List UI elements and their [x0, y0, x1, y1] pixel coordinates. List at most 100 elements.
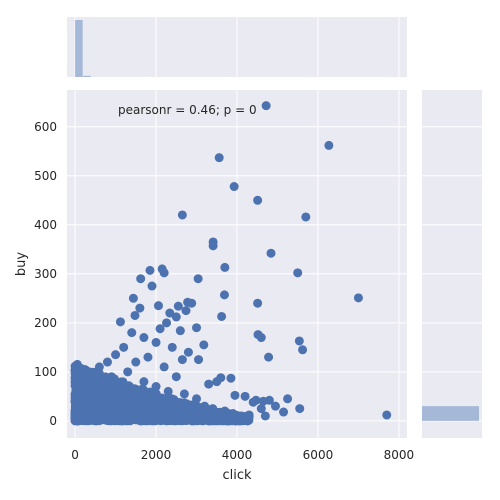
scatter-point [192, 394, 202, 404]
scatter-point [298, 345, 308, 355]
scatter-point [212, 377, 222, 387]
y-tick-label: 100 [34, 365, 57, 379]
scatter-point [179, 389, 189, 399]
scatter-point [128, 293, 138, 303]
cluster-point [73, 395, 83, 405]
cluster-point [91, 413, 101, 423]
scatter-point [217, 311, 227, 321]
marginal-y-grid [422, 126, 482, 422]
cluster-point [147, 416, 157, 426]
scatter-point [139, 377, 149, 387]
scatter-point [253, 298, 263, 308]
scatter-points [94, 101, 392, 421]
scatter-point [167, 342, 177, 352]
scatter-point [151, 337, 161, 347]
scatter-point [181, 306, 191, 316]
cluster-point [70, 364, 80, 374]
cluster-point [159, 414, 169, 424]
scatter-point [119, 342, 129, 352]
y-tick-label: 0 [49, 414, 57, 428]
scatter-point [353, 293, 363, 303]
marginal-x-bar [75, 20, 83, 77]
scatter-point [226, 373, 236, 383]
scatter-point [131, 357, 141, 367]
marginal-y-panel [422, 90, 482, 438]
scatter-point [382, 410, 392, 420]
x-tick-label: 2000 [141, 448, 172, 462]
dense-cluster [70, 359, 254, 426]
scatter-point [294, 336, 304, 346]
scatter-point [173, 301, 183, 311]
x-tick-label: 0 [71, 448, 79, 462]
cluster-point [137, 398, 147, 408]
scatter-point [193, 274, 203, 284]
cluster-point [174, 401, 184, 411]
x-tick-label: 8000 [384, 448, 415, 462]
scatter-point [177, 210, 187, 220]
scatter-point [236, 411, 246, 421]
scatter-point [155, 324, 165, 334]
cluster-point [127, 396, 137, 406]
cluster-point [84, 391, 94, 401]
marginal-y-bars [422, 406, 479, 421]
scatter-point [256, 333, 266, 343]
cluster-point [149, 400, 159, 410]
scatter-point [175, 326, 185, 336]
main-panel: pearsonr = 0.46; p = 0 [67, 90, 407, 438]
scatter-point [163, 386, 173, 396]
scatter-point [135, 303, 145, 313]
cluster-point [81, 404, 91, 414]
x-tick-label: 6000 [303, 448, 334, 462]
scatter-point [171, 372, 181, 382]
scatter-point [253, 195, 263, 205]
scatter-point [220, 406, 230, 416]
cluster-point [145, 408, 155, 418]
scatter-point [136, 274, 146, 284]
scatter-point [177, 355, 187, 365]
y-tick-label: 300 [34, 267, 57, 281]
scatter-point [187, 298, 197, 308]
scatter-point [194, 355, 204, 365]
cluster-point [89, 374, 99, 384]
scatter-point [147, 281, 157, 291]
scatter-point [151, 382, 161, 392]
x-tick-label: 4000 [222, 448, 253, 462]
scatter-point [183, 347, 193, 357]
cluster-point [80, 373, 90, 383]
y-axis-label: buy [14, 252, 29, 276]
scatter-point [94, 362, 104, 372]
cluster-point [101, 407, 111, 417]
scatter-point [165, 308, 175, 318]
scatter-point [111, 350, 121, 360]
pearson-annotation: pearsonr = 0.46; p = 0 [118, 103, 257, 117]
scatter-point [204, 379, 214, 389]
scatter-point [261, 101, 271, 111]
scatter-point [219, 290, 229, 300]
scatter-point [139, 333, 149, 343]
scatter-point [248, 397, 258, 407]
cluster-point [156, 403, 166, 413]
cluster-point [111, 391, 121, 401]
scatter-point [127, 386, 137, 396]
x-axis-label: click [222, 468, 252, 483]
y-tick-label: 500 [34, 169, 57, 183]
plot-grid [67, 90, 407, 438]
cluster-point [116, 416, 126, 426]
scatter-point [229, 182, 239, 192]
cluster-point [169, 410, 179, 420]
cluster-point [181, 415, 191, 425]
cluster-point [90, 396, 100, 406]
marginal-y-background [422, 90, 482, 438]
scatter-point [199, 340, 209, 350]
y-tick-label: 400 [34, 218, 57, 232]
scatter-point [159, 362, 169, 372]
scatter-point [220, 262, 230, 272]
scatter-point [208, 241, 218, 251]
marginal-y-bar [422, 406, 479, 421]
cluster-point [164, 398, 174, 408]
cluster-point [195, 411, 205, 421]
scatter-point [244, 410, 254, 420]
scatter-point [324, 140, 334, 150]
cluster-point [137, 391, 147, 401]
